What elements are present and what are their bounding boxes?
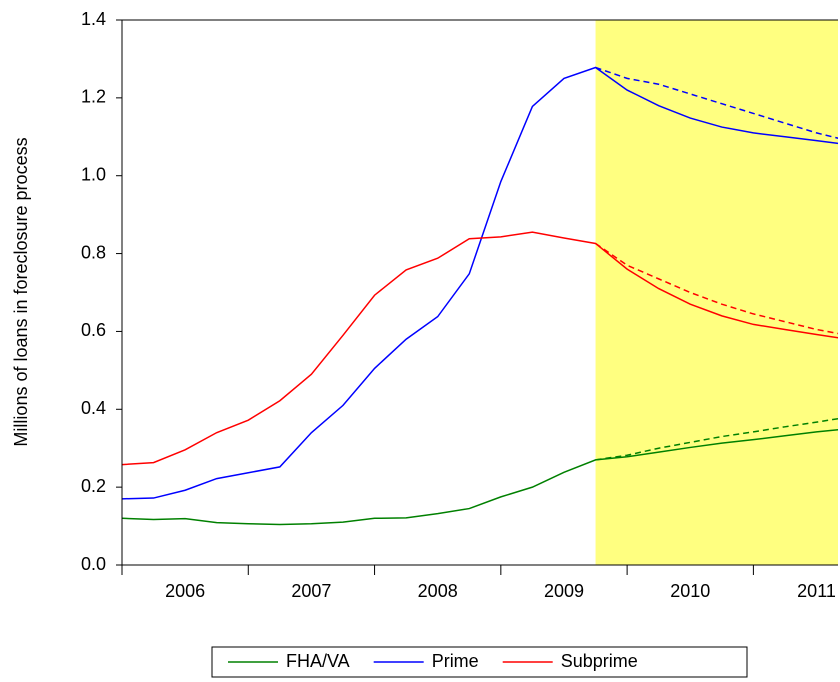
forecast-shade [595, 20, 838, 565]
y-tick-label: 0.0 [81, 554, 106, 574]
x-tick-label: 2006 [165, 581, 205, 601]
y-axis-label: Millions of loans in foreclosure process [11, 137, 31, 446]
y-tick-label: 1.0 [81, 164, 106, 184]
x-tick-label: 2007 [291, 581, 331, 601]
x-tick-label: 2009 [544, 581, 584, 601]
y-tick-label: 1.4 [81, 9, 106, 29]
legend-label: Prime [432, 651, 479, 671]
y-tick-label: 0.2 [81, 476, 106, 496]
forecast-line [595, 242, 838, 335]
forecast-line [595, 417, 838, 461]
plot-frame [121, 19, 838, 566]
forecast-line [595, 66, 838, 139]
y-tick-label: 0.8 [81, 242, 106, 262]
x-tick-label: 2010 [670, 581, 710, 601]
legend-box [211, 646, 748, 678]
series-line [122, 231, 838, 466]
y-tick-label: 0.4 [81, 398, 106, 418]
x-tick-label: 2011 [797, 581, 836, 601]
series-line [122, 66, 838, 500]
y-tick-label: 1.2 [81, 87, 106, 107]
legend-label: Subprime [561, 651, 638, 671]
y-tick-label: 0.6 [81, 320, 106, 340]
x-tick-label: 2008 [418, 581, 458, 601]
legend-label: FHA/VA [286, 651, 350, 671]
series-line [122, 428, 838, 526]
plot-lines [122, 66, 838, 526]
